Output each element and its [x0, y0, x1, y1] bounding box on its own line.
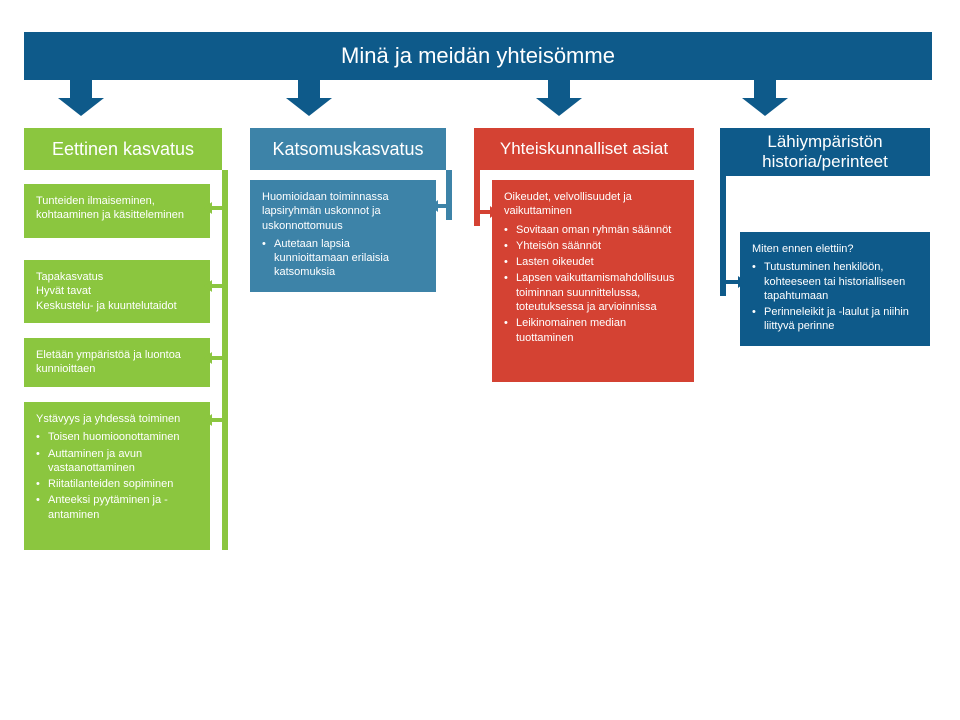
card-line: Ystävyys ja yhdessä toiminen — [36, 412, 198, 426]
card-bullet: Leikinomainen median tuottaminen — [504, 316, 682, 345]
column-spine — [446, 170, 452, 220]
card-line: Tunteiden ilmaiseminen, kohtaaminen ja k… — [36, 194, 198, 223]
connector-arrowhead — [738, 276, 746, 288]
card-lahi-0: Miten ennen elettiin? Tutustuminen henkil… — [740, 232, 930, 346]
arrow-down-head — [58, 98, 104, 116]
card-line: Huomioidaan toiminnassa lapsiryhmän usko… — [262, 190, 424, 233]
card-bullets: Sovitaan oman ryhmän säännöt Yhteisön sää… — [504, 223, 682, 345]
card-bullet: Perinneleikit ja -laulut ja niihin liitt… — [752, 305, 918, 334]
connector-arrowhead — [490, 206, 498, 218]
connector-arrowhead — [204, 280, 212, 292]
column-header-katsomus: Katsomuskasvatus — [250, 128, 446, 170]
arrow-down-shaft — [70, 80, 92, 98]
arrow-down-head — [742, 98, 788, 116]
arrow-down-head — [536, 98, 582, 116]
card-yhteis-0: Oikeudet, velvollisuudet ja vaikuttamine… — [492, 180, 694, 382]
card-bullet: Riitatilanteiden sopiminen — [36, 477, 198, 491]
card-bullet: Yhteisön säännöt — [504, 239, 682, 253]
arrow-down-shaft — [548, 80, 570, 98]
column-header-eettinen: Eettinen kasvatus — [24, 128, 222, 170]
card-bullet: Autetaan lapsia kunnioittamaan erilaisia… — [262, 237, 424, 280]
card-bullet: Auttaminen ja avun vastaanottaminen — [36, 447, 198, 476]
card-line: Miten ennen elettiin? — [752, 242, 918, 256]
card-bullets: Tutustuminen henkilöön, kohteeseen tai h… — [752, 260, 918, 333]
card-eettinen-0: Tunteiden ilmaiseminen, kohtaaminen ja k… — [24, 184, 210, 238]
card-bullet: Anteeksi pyytäminen ja -antaminen — [36, 493, 198, 522]
card-bullet: Toisen huomioonottaminen — [36, 430, 198, 444]
card-line: Tapakasvatus — [36, 270, 198, 284]
arrow-down-shaft — [298, 80, 320, 98]
connector-arrowhead — [204, 352, 212, 364]
arrow-down-head — [286, 98, 332, 116]
card-eettinen-1: TapakasvatusHyvät tavatKeskustelu- ja ku… — [24, 260, 210, 323]
main-title: Minä ja meidän yhteisömme — [24, 32, 932, 80]
connector-arrowhead — [204, 202, 212, 214]
card-bullet: Sovitaan oman ryhmän säännöt — [504, 223, 682, 237]
card-line: Oikeudet, velvollisuudet ja vaikuttamine… — [504, 190, 682, 219]
connector-arrowhead — [204, 414, 212, 426]
card-line: Hyvät tavat — [36, 284, 198, 298]
column-header-yhteis: Yhteiskunnalliset asiat — [474, 128, 694, 170]
connector-arrowhead — [430, 200, 438, 212]
card-bullets: Autetaan lapsia kunnioittamaan erilaisia… — [262, 237, 424, 280]
column-spine — [720, 176, 726, 296]
card-eettinen-2: Eletään ympäristöä ja luontoa kunnioitta… — [24, 338, 210, 387]
column-spine — [222, 170, 228, 550]
card-bullet: Lasten oikeudet — [504, 255, 682, 269]
card-bullets: Toisen huomioonottaminen Auttaminen ja av… — [36, 430, 198, 522]
card-line: Eletään ympäristöä ja luontoa kunnioitta… — [36, 348, 198, 377]
card-eettinen-3: Ystävyys ja yhdessä toiminen Toisen huomi… — [24, 402, 210, 550]
card-bullet: Lapsen vaikuttamismahdollisuus toiminnan… — [504, 271, 682, 314]
card-katsomus-0: Huomioidaan toiminnassa lapsiryhmän usko… — [250, 180, 436, 292]
column-spine — [474, 170, 480, 226]
card-bullet: Tutustuminen henkilöön, kohteeseen tai h… — [752, 260, 918, 303]
column-header-lahi: Lähiympäristön historia/perinteet — [720, 128, 930, 176]
card-line: Keskustelu- ja kuuntelutaidot — [36, 299, 198, 313]
arrow-down-shaft — [754, 80, 776, 98]
